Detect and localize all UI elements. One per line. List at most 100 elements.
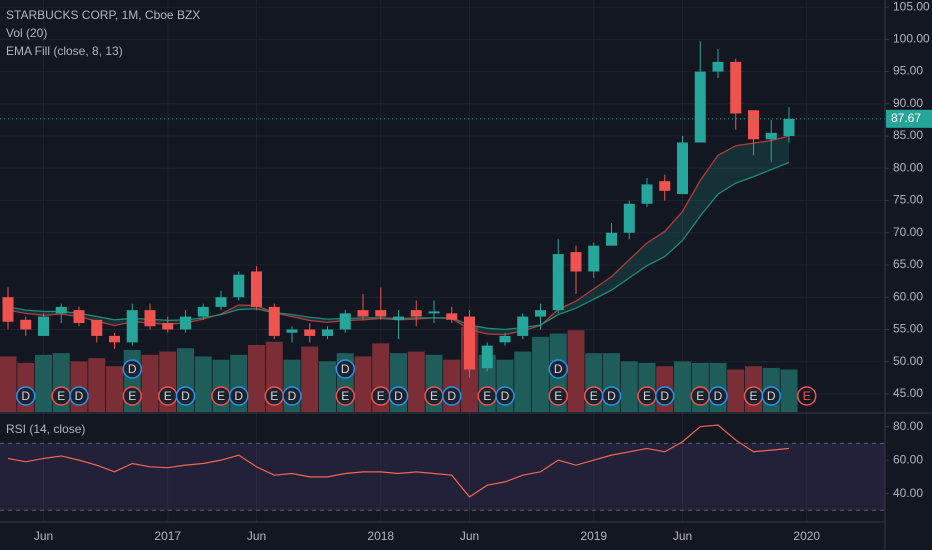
x-tick-label: 2018 [367,529,394,543]
y-tick-label: 60.00 [893,452,923,466]
event-label: E [128,389,136,403]
volume-bar [248,344,265,412]
candle-body [215,297,227,307]
candle-body [251,271,262,307]
candle-body [748,110,759,140]
volume-bar [620,361,638,412]
volume-bar [88,358,106,412]
event-marker [761,386,781,406]
event-label: D [660,389,669,403]
y-tick-label: 65.00 [893,257,923,271]
event-marker [122,386,142,406]
candle-body [552,254,564,311]
event-label: E [749,389,757,403]
event-label: E [696,389,704,403]
event-label: E [554,389,562,403]
candle-body [55,306,67,314]
candle-body [357,310,369,317]
event-marker [175,386,196,406]
event-label: D [607,389,616,403]
candle-body [286,329,298,333]
volume-bar [141,354,159,412]
candle-body [641,184,653,204]
y-tick-label: 50.00 [893,354,923,368]
volume-bar [106,366,123,412]
event-label: D [181,389,190,403]
event-label: D [714,389,723,403]
candle-body [694,71,706,143]
x-tick-label: Jun [673,529,692,543]
candle-body [410,310,422,317]
event-label: E [430,389,438,403]
indicator-label: Vol (20) [6,26,47,40]
candle-body [712,61,724,72]
y-tick-label: 80.00 [893,419,923,433]
y-tick-label: 80.00 [893,160,923,174]
candle-body [499,335,511,343]
event-label: D [21,389,30,403]
event-label: D [341,362,350,376]
candle-body [730,61,742,114]
x-tick-label: Jun [34,529,53,543]
candle-body [481,345,493,369]
event-label: D [501,389,510,403]
volume-bar [0,356,17,412]
candle-body [180,316,191,330]
chart-title: STARBUCKS CORP, 1M, Cboe BZX [6,8,200,22]
event-label: D [447,389,456,403]
volume-bar [532,336,549,412]
event-marker [122,359,142,379]
event-label: D [288,389,297,403]
event-marker [601,386,622,406]
y-tick-label: 60.00 [893,289,923,303]
event-marker [69,386,89,406]
event-marker [229,386,249,406]
event-marker [548,386,568,406]
volume-bar [780,369,798,412]
candle-body [38,316,49,336]
y-tick-label: 95.00 [893,64,923,78]
candle-body [623,203,635,233]
event-marker [797,386,817,406]
candle-body [126,310,138,343]
candle-body [606,232,617,246]
candle-body [268,306,280,336]
event-label: E [803,389,811,403]
y-tick-label: 85.00 [893,128,923,142]
event-marker [335,359,355,379]
candle-body [517,316,529,336]
candle-body [197,306,209,317]
volume-bar [35,354,52,412]
x-tick-label: 2019 [580,529,607,543]
candle-body [765,132,777,140]
event-marker [282,386,302,406]
event-label: E [217,389,225,403]
event-label: E [164,389,172,403]
y-tick-label: 45.00 [893,386,923,400]
x-tick-label: Jun [460,529,479,543]
candle-body [535,310,546,317]
y-tick-label: 100.00 [893,32,930,46]
event-marker [655,386,675,406]
candle-body [304,329,316,336]
last-price-box [886,109,932,128]
volume-bar [407,351,425,412]
volume-bar [319,361,336,412]
event-marker [708,386,728,406]
y-tick-label: 70.00 [893,225,923,239]
event-marker [335,386,355,406]
candle-body [20,319,32,330]
candle-body [339,313,351,330]
event-label: E [590,389,598,403]
candle-body [91,319,103,336]
candle-body [2,297,14,322]
x-tick-label: 2020 [793,529,820,543]
x-tick-label: Jun [247,529,266,543]
event-marker [495,386,515,406]
candle-body [588,245,600,272]
y-tick-label: 75.00 [893,193,923,207]
x-tick-label: 2017 [154,529,181,543]
indicator-label: EMA Fill (close, 8, 13) [6,44,123,58]
event-label: E [57,389,65,403]
event-label: E [483,389,491,403]
